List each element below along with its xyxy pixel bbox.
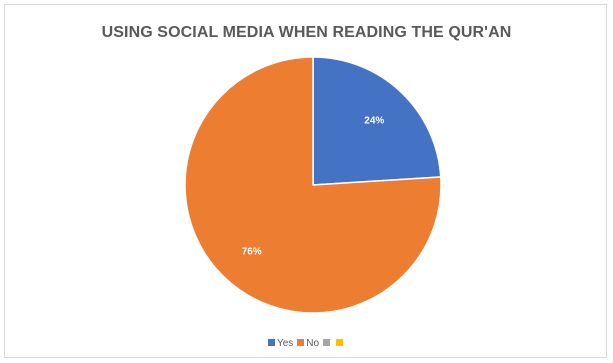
legend-item: Yes: [267, 338, 294, 350]
data-label-yes: 24%: [364, 116, 384, 127]
legend-swatch: [297, 339, 305, 346]
legend-label: Yes: [276, 338, 294, 349]
pie-slice-no: [184, 56, 442, 314]
legend-item: No: [297, 338, 319, 350]
legend-label: No: [306, 338, 320, 349]
legend-item: [336, 338, 345, 350]
legend-swatch: [267, 339, 275, 346]
chart-title: USING SOCIAL MEDIA WHEN READING THE QUR'…: [101, 24, 512, 41]
legend-swatch: [336, 339, 344, 346]
data-label-no: 76%: [242, 246, 262, 257]
pie-slice-yes: [312, 56, 442, 186]
chart-legend: Yes No: [0, 338, 613, 350]
legend-item: [323, 338, 332, 350]
legend-swatch: [323, 339, 331, 346]
